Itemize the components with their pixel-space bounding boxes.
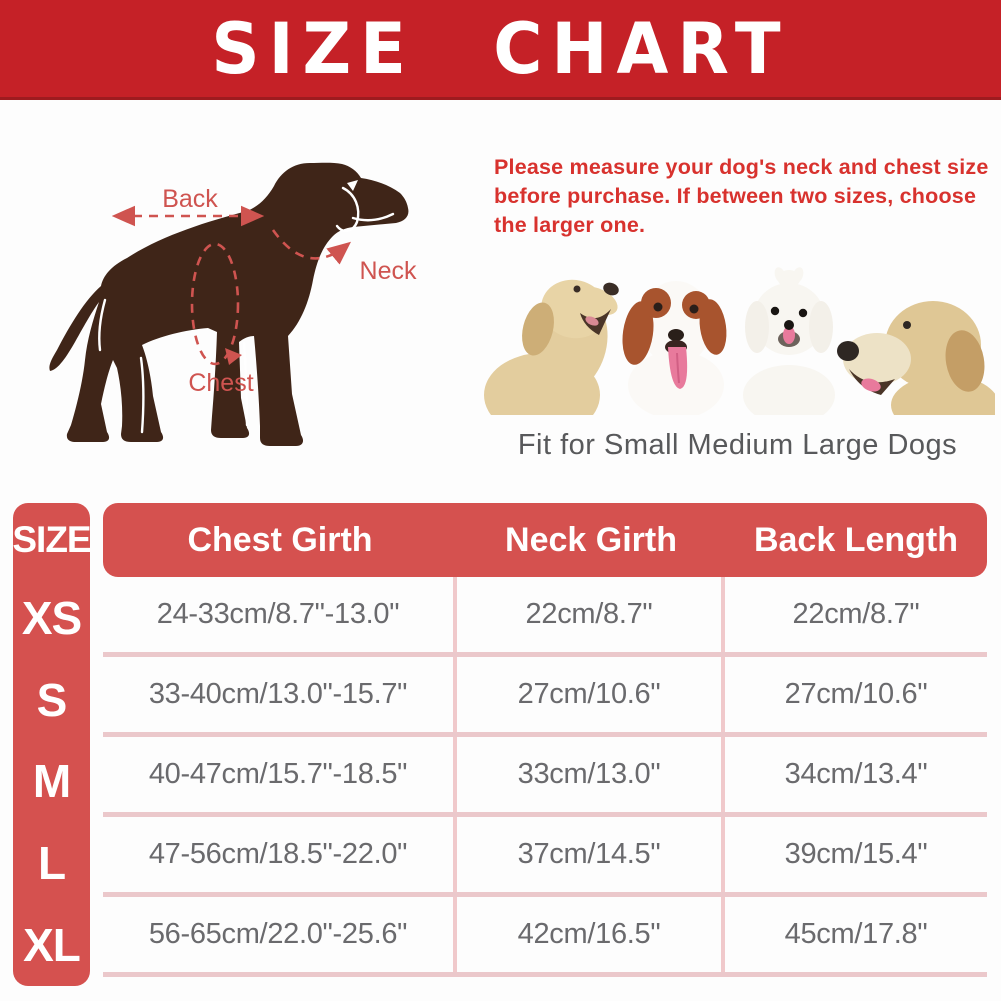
table-row: 24-33cm/8.7"-13.0" 22cm/8.7" 22cm/8.7"	[103, 577, 987, 657]
dog-eye-mark	[347, 180, 358, 191]
page-title: SIZE CHART	[211, 7, 790, 90]
table-row: 56-65cm/22.0"-25.6" 42cm/16.5" 45cm/17.8…	[103, 897, 987, 977]
cell-xs-back: 22cm/8.7"	[792, 598, 920, 630]
measure-notice-text: Please measure your dog's neck and chest…	[494, 155, 989, 238]
back-label: Back	[162, 185, 218, 213]
size-label-l: L	[37, 837, 66, 890]
size-table-body: 24-33cm/8.7"-13.0" 22cm/8.7" 22cm/8.7" 3…	[103, 577, 987, 977]
table-row: 40-47cm/15.7"-18.5" 33cm/13.0" 34cm/13.4…	[103, 737, 987, 817]
fit-caption: Fit for Small Medium Large Dogs	[517, 429, 958, 461]
measurement-lines	[111, 205, 352, 366]
table-row: 33-40cm/13.0"-15.7" 27cm/10.6" 27cm/10.6…	[103, 657, 987, 737]
silhouette-detail-lines	[98, 186, 395, 434]
dog-silhouette	[49, 162, 409, 446]
chest-label: Chest	[188, 369, 253, 397]
cell-xl-back: 45cm/17.8"	[784, 918, 928, 950]
cell-s-neck: 27cm/10.6"	[457, 657, 725, 732]
cell-l-back: 39cm/15.4"	[784, 838, 928, 870]
size-column: SIZE XS S M L XL	[12, 503, 92, 986]
cell-xs-neck: 22cm/8.7"	[457, 577, 725, 652]
size-label-m: M	[32, 755, 71, 808]
column-header-back: Back Length	[753, 520, 959, 559]
size-label-xs: XS	[21, 591, 82, 644]
dog-silhouette-illustration: Back Neck Chest	[49, 162, 417, 446]
cell-m-back: 34cm/13.4"	[784, 758, 928, 790]
cell-l-neck: 37cm/14.5"	[457, 817, 725, 892]
cell-m-neck: 33cm/13.0"	[457, 737, 725, 812]
column-header-chest: Chest Girth	[187, 520, 373, 559]
measurement-diagram: Back Neck Chest	[45, 150, 425, 460]
chest-arrowhead	[225, 348, 242, 365]
table-row: 47-56cm/18.5"-22.0" 37cm/14.5" 39cm/15.4…	[103, 817, 987, 897]
white-fluffy-dog-photo	[743, 267, 835, 425]
brittany-spaniel-photo	[622, 281, 727, 419]
title-banner: SIZE CHART	[0, 0, 1001, 100]
dog-photos-strip	[480, 263, 999, 437]
table-header: Chest Girth Neck Girth Back Length	[103, 503, 987, 577]
cell-m-chest: 40-47cm/15.7"-18.5"	[103, 737, 457, 812]
size-label-xl: XL	[23, 919, 81, 972]
chest-girth-loop	[190, 242, 240, 366]
size-corner-label: SIZE	[12, 519, 91, 560]
cell-l-chest: 47-56cm/18.5"-22.0"	[103, 817, 457, 892]
cell-xl-neck: 42cm/16.5"	[457, 897, 725, 972]
cell-s-back: 27cm/10.6"	[784, 678, 928, 710]
cell-xl-chest: 56-65cm/22.0"-25.6"	[103, 897, 457, 972]
neck-label: Neck	[360, 257, 417, 285]
golden-retriever-photo	[484, 279, 619, 437]
column-header-neck: Neck Girth	[505, 520, 677, 559]
cell-xs-chest: 24-33cm/8.7"-13.0"	[103, 577, 457, 652]
size-label-s: S	[36, 673, 68, 726]
cell-s-chest: 33-40cm/13.0"-15.7"	[103, 657, 457, 732]
yellow-labrador-photo	[837, 301, 999, 435]
